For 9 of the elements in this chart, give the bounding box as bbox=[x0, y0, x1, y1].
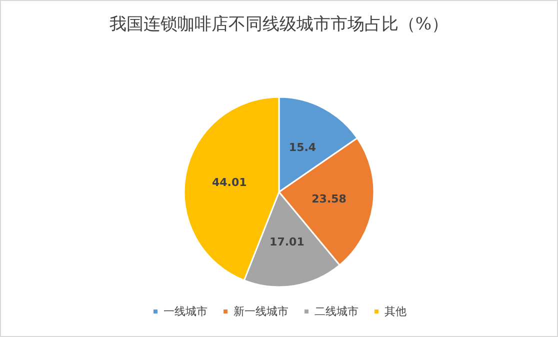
data-label: 15.4 bbox=[288, 140, 316, 154]
data-label: 23.58 bbox=[312, 192, 346, 206]
legend-label: 二线城市 bbox=[314, 305, 358, 318]
data-label: 17.01 bbox=[270, 235, 304, 248]
legend-label: 其他 bbox=[384, 305, 406, 318]
legend-label: 新一线城市 bbox=[234, 305, 288, 318]
data-label: 44.01 bbox=[212, 176, 247, 190]
chart-title: 我国连锁咖啡店不同线级城市市场占比（%） bbox=[109, 14, 449, 34]
legend-label: 一线城市 bbox=[164, 305, 208, 318]
